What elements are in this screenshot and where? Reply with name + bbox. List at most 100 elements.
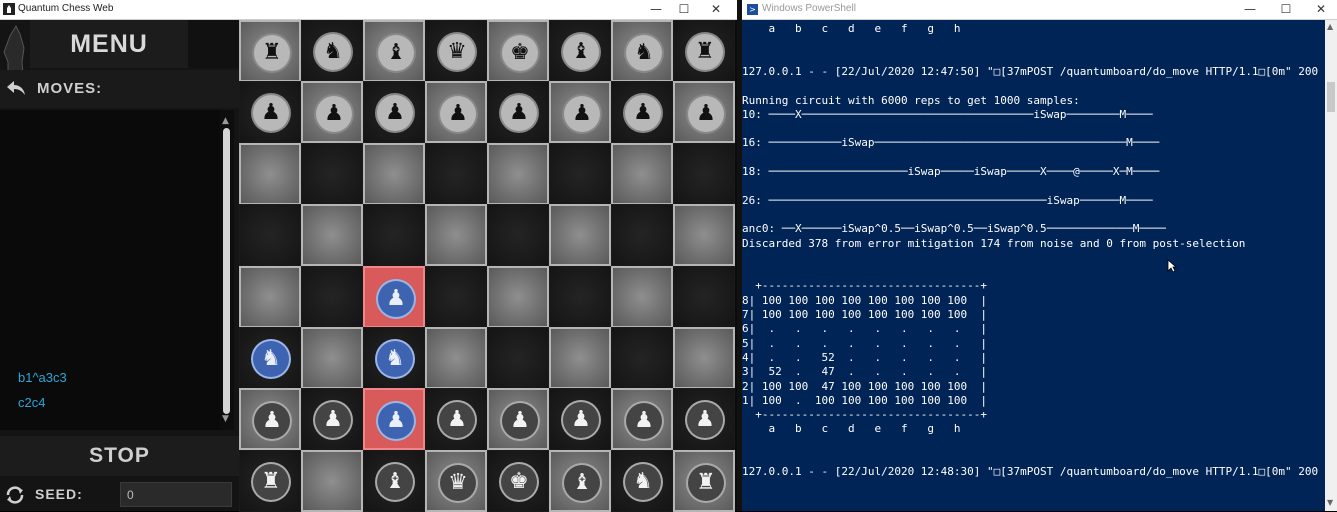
scroll-up-icon[interactable]: ▲ (222, 116, 229, 126)
square-f2[interactable]: ♟ (549, 388, 611, 451)
square-e3[interactable] (487, 327, 549, 389)
square-f4[interactable] (549, 265, 611, 328)
square-e1[interactable]: ♚ (487, 449, 549, 512)
chess-piece-black-h8[interactable]: ♜ (687, 34, 723, 70)
chess-piece-white-c1[interactable]: ♝ (377, 463, 413, 500)
square-g5[interactable] (611, 204, 673, 267)
chess-piece-quantum-c2[interactable]: ♟ (378, 403, 414, 440)
square-h6[interactable] (673, 142, 735, 205)
square-c7[interactable]: ♟ (363, 81, 425, 144)
chess-piece-quantum-c4[interactable]: ♟ (378, 280, 414, 317)
chess-piece-black-c7[interactable]: ♟ (377, 95, 413, 132)
square-h1[interactable]: ♜ (673, 449, 735, 512)
square-b6[interactable] (301, 142, 363, 205)
close-button[interactable]: ✕ (1315, 2, 1327, 16)
square-g2[interactable]: ♟ (611, 388, 673, 451)
chess-piece-white-d2[interactable]: ♟ (439, 402, 475, 439)
square-g1[interactable]: ♞ (611, 449, 673, 512)
move-item[interactable]: c2c4 (18, 395, 46, 410)
chess-piece-black-d8[interactable]: ♛ (439, 34, 475, 70)
square-b4[interactable] (301, 265, 363, 328)
square-f7[interactable]: ♟ (549, 81, 611, 144)
square-g7[interactable]: ♟ (611, 81, 673, 144)
console-scrollbar[interactable]: ▲ ▼ (1325, 20, 1337, 511)
square-e2[interactable]: ♟ (487, 388, 549, 451)
chess-piece-black-f8[interactable]: ♝ (563, 34, 599, 70)
chess-piece-black-a7[interactable]: ♟ (253, 95, 289, 132)
square-c3[interactable]: ♞ (363, 327, 425, 389)
square-f5[interactable] (549, 204, 611, 267)
square-h4[interactable] (673, 265, 735, 328)
chess-piece-white-a1[interactable]: ♜ (253, 463, 289, 500)
chess-piece-black-d7[interactable]: ♟ (440, 96, 476, 133)
chess-titlebar[interactable]: Quantum Chess Web — ☐ ✕ (0, 0, 737, 20)
minimize-button[interactable]: — (650, 2, 662, 16)
console-output[interactable]: a b c d e f g h 127.0.0.1 - - [22/Jul/202… (742, 20, 1325, 511)
scroll-down-icon[interactable]: ▼ (222, 414, 229, 424)
square-b2[interactable]: ♟ (301, 388, 363, 451)
scroll-thumb[interactable] (223, 128, 230, 414)
chess-piece-black-h7[interactable]: ♟ (688, 96, 724, 133)
chess-piece-black-e7[interactable]: ♟ (501, 95, 537, 132)
square-a4[interactable] (239, 265, 301, 328)
scroll-up-icon[interactable]: ▲ (1327, 22, 1334, 31)
chess-piece-white-g1[interactable]: ♞ (625, 463, 661, 500)
square-g4[interactable] (611, 265, 673, 328)
square-g3[interactable] (611, 327, 673, 389)
square-f3[interactable] (549, 327, 611, 389)
square-d5[interactable] (425, 204, 487, 267)
chess-piece-black-c8[interactable]: ♝ (378, 35, 414, 71)
square-e8[interactable]: ♚ (487, 20, 549, 82)
square-g6[interactable] (611, 142, 673, 205)
seed-input[interactable] (120, 482, 232, 507)
chess-piece-white-f2[interactable]: ♟ (563, 402, 599, 439)
square-b8[interactable]: ♞ (301, 20, 363, 82)
square-c6[interactable] (363, 142, 425, 205)
square-b7[interactable]: ♟ (301, 81, 363, 144)
square-h7[interactable]: ♟ (673, 81, 735, 144)
chess-piece-white-e2[interactable]: ♟ (502, 403, 538, 440)
square-g8[interactable]: ♞ (611, 20, 673, 82)
refresh-icon[interactable] (4, 484, 26, 506)
chess-piece-black-a8[interactable]: ♜ (254, 35, 290, 71)
square-f6[interactable] (549, 142, 611, 205)
close-button[interactable]: ✕ (710, 2, 722, 16)
square-e7[interactable]: ♟ (487, 81, 549, 144)
chess-board[interactable]: ♜ ♞ ♝ ♛ ♚ ♝ ♞ ♜ ♟ ♟ ♟ ♟ ♟ ♟ ♟ ♟ ♟ ♞ ♞ ♟ ♟ ♟ ♟ ♟ ♟ ♟ ♟ ♜ ♝ ♛ ♚ ♝ ♞ ♜ (239, 20, 735, 512)
chess-piece-white-g2[interactable]: ♟ (626, 403, 662, 440)
square-e5[interactable] (487, 204, 549, 267)
square-b5[interactable] (301, 204, 363, 267)
chess-piece-white-a2[interactable]: ♟ (254, 403, 290, 440)
chess-piece-black-g8[interactable]: ♞ (626, 35, 662, 71)
square-c1[interactable]: ♝ (363, 449, 425, 512)
powershell-titlebar[interactable]: > Windows PowerShell — ☐ ✕ (742, 0, 1337, 20)
chess-piece-black-b8[interactable]: ♞ (315, 34, 351, 70)
chess-piece-black-g7[interactable]: ♟ (625, 95, 661, 132)
chess-piece-black-f7[interactable]: ♟ (564, 96, 600, 133)
square-e4[interactable] (487, 265, 549, 328)
square-d6[interactable] (425, 142, 487, 205)
move-item[interactable]: b1^a3c3 (18, 370, 67, 385)
square-d8[interactable]: ♛ (425, 20, 487, 82)
square-f1[interactable]: ♝ (549, 449, 611, 512)
chess-piece-quantum-c3[interactable]: ♞ (377, 341, 413, 377)
square-a1[interactable]: ♜ (239, 449, 301, 512)
square-a5[interactable] (239, 204, 301, 267)
square-f8[interactable]: ♝ (549, 20, 611, 82)
chess-piece-white-b2[interactable]: ♟ (315, 402, 351, 439)
square-a3[interactable]: ♞ (239, 327, 301, 389)
chess-piece-white-f1[interactable]: ♝ (564, 464, 600, 501)
square-c2[interactable]: ♟ (363, 388, 425, 451)
square-d4[interactable] (425, 265, 487, 328)
square-d3[interactable] (425, 327, 487, 389)
square-c4[interactable]: ♟ (363, 265, 425, 328)
square-b3[interactable] (301, 327, 363, 389)
moves-scrollbar[interactable]: ▲ ▼ (220, 110, 234, 430)
minimize-button[interactable]: — (1244, 2, 1256, 16)
square-c8[interactable]: ♝ (363, 20, 425, 82)
scroll-down-icon[interactable]: ▼ (1327, 498, 1334, 507)
square-h3[interactable] (673, 327, 735, 389)
maximize-button[interactable]: ☐ (678, 2, 690, 16)
chess-piece-white-h1[interactable]: ♜ (688, 464, 724, 501)
chess-piece-white-h2[interactable]: ♟ (687, 402, 723, 439)
